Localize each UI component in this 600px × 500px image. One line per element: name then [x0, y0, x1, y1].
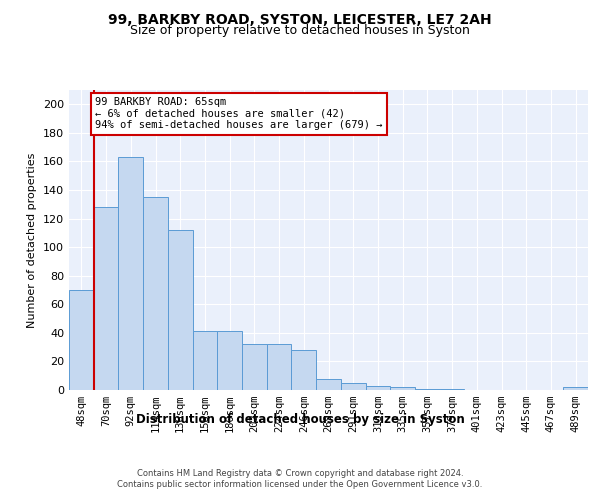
- Bar: [168, 230, 193, 390]
- Text: Contains public sector information licensed under the Open Government Licence v3: Contains public sector information licen…: [118, 480, 482, 489]
- Bar: [94, 207, 118, 390]
- Text: Distribution of detached houses by size in Syston: Distribution of detached houses by size …: [136, 412, 464, 426]
- Bar: [292, 350, 316, 390]
- Bar: [118, 157, 143, 390]
- Text: Contains HM Land Registry data © Crown copyright and database right 2024.: Contains HM Land Registry data © Crown c…: [137, 469, 463, 478]
- Bar: [365, 386, 390, 390]
- Bar: [217, 332, 242, 390]
- Bar: [242, 344, 267, 390]
- Bar: [316, 378, 341, 390]
- Y-axis label: Number of detached properties: Number of detached properties: [28, 152, 37, 328]
- Bar: [415, 388, 440, 390]
- Bar: [341, 383, 365, 390]
- Bar: [143, 197, 168, 390]
- Bar: [193, 332, 217, 390]
- Text: 99 BARKBY ROAD: 65sqm
← 6% of detached houses are smaller (42)
94% of semi-detac: 99 BARKBY ROAD: 65sqm ← 6% of detached h…: [95, 97, 382, 130]
- Bar: [69, 290, 94, 390]
- Bar: [267, 344, 292, 390]
- Text: Size of property relative to detached houses in Syston: Size of property relative to detached ho…: [130, 24, 470, 37]
- Text: 99, BARKBY ROAD, SYSTON, LEICESTER, LE7 2AH: 99, BARKBY ROAD, SYSTON, LEICESTER, LE7 …: [108, 12, 492, 26]
- Bar: [440, 388, 464, 390]
- Bar: [390, 387, 415, 390]
- Bar: [563, 387, 588, 390]
